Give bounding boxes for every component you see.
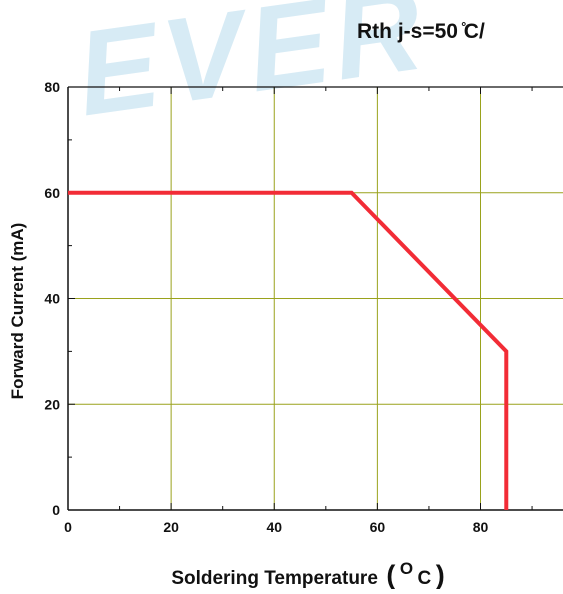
series-layer	[68, 190, 509, 510]
y-tick-label: 20	[44, 396, 60, 412]
x-tick-label: 40	[266, 519, 282, 535]
x-axis-label: Soldering Temperature ( O C )	[171, 559, 444, 589]
x-tick-label: 80	[473, 519, 489, 535]
grid-layer	[68, 87, 563, 510]
chart-title: Rth j-s=50 ̊C/	[357, 20, 485, 43]
y-tick-label: 80	[44, 79, 60, 95]
x-axis-label-text: Soldering Temperature	[171, 568, 378, 589]
x-axis-unit-open: (	[386, 560, 395, 589]
y-tick-label: 40	[44, 291, 60, 307]
x-axis-unit-sup: O	[400, 559, 413, 578]
x-axis-unit-text: C	[418, 568, 432, 589]
x-tick-label: 0	[64, 519, 72, 535]
tick-layer: 0 20 40 60 80 0 20 40 60 80	[44, 79, 533, 535]
x-axis-unit-close: )	[436, 560, 445, 589]
x-tick-label: 20	[163, 519, 179, 535]
y-axis-label: Forward Current (mA)	[8, 223, 27, 400]
x-tick-label: 60	[370, 519, 386, 535]
derating-curve	[68, 190, 509, 510]
y-tick-label: 0	[52, 502, 60, 518]
y-tick-label: 60	[44, 185, 60, 201]
